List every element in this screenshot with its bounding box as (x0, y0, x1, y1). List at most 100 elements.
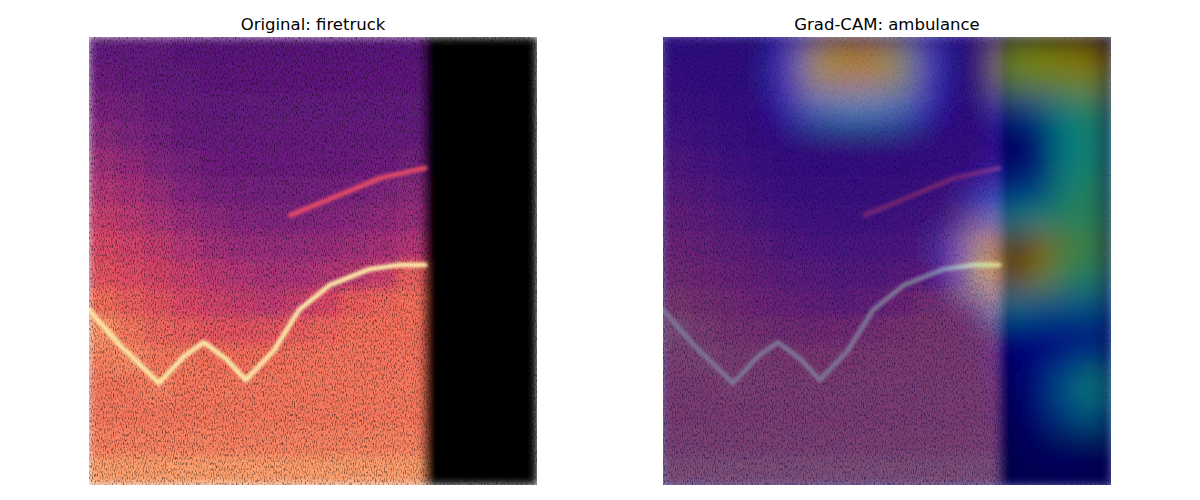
cell (803, 261, 832, 290)
cell (775, 37, 804, 66)
cell (719, 65, 748, 94)
cell (1027, 121, 1056, 150)
cell (915, 373, 944, 402)
cell (915, 65, 944, 94)
cell (915, 317, 944, 346)
cell (859, 149, 888, 178)
cell (887, 401, 916, 430)
cell (691, 261, 720, 290)
cell (803, 37, 832, 66)
cell (831, 177, 860, 206)
cell (691, 177, 720, 206)
cell (1055, 345, 1084, 374)
cell (691, 93, 720, 122)
cell (859, 429, 888, 458)
cell (663, 149, 692, 178)
cell (831, 93, 860, 122)
panel (89, 37, 538, 486)
cell (691, 373, 720, 402)
cell (915, 345, 944, 374)
cell (719, 37, 748, 66)
cell (1027, 37, 1056, 66)
cell (747, 121, 776, 150)
cell (803, 289, 832, 318)
cell (915, 345, 944, 374)
cell (915, 261, 944, 290)
cell (859, 205, 888, 234)
cell (943, 317, 972, 346)
cell (775, 37, 804, 66)
cell (831, 345, 860, 374)
cell (691, 233, 720, 262)
cell (1083, 177, 1112, 206)
cell (1083, 65, 1112, 94)
cell (1027, 65, 1056, 94)
cell (719, 233, 748, 262)
cell (775, 345, 804, 374)
cell (999, 93, 1028, 122)
cell (859, 289, 888, 318)
cell (691, 345, 720, 374)
cell (971, 177, 1000, 206)
cell (943, 65, 972, 94)
cell (831, 233, 860, 262)
cell (747, 317, 776, 346)
cell (831, 429, 860, 458)
cell (971, 205, 1000, 234)
cell (663, 401, 692, 430)
cell (915, 121, 944, 150)
cell (747, 65, 776, 94)
cell (719, 261, 748, 290)
cell (775, 261, 804, 290)
cell (1027, 93, 1056, 122)
cell (999, 401, 1028, 430)
cell (915, 289, 944, 318)
cell (1083, 345, 1112, 374)
cell (971, 289, 1000, 318)
cell (1055, 429, 1084, 458)
cell (775, 401, 804, 430)
cell (775, 233, 804, 262)
cell (1027, 205, 1056, 234)
cell (663, 457, 692, 486)
cell (747, 233, 776, 262)
cell (1027, 317, 1056, 346)
cell (663, 345, 692, 374)
cell (971, 457, 1000, 486)
cell (663, 457, 692, 486)
cell (971, 429, 1000, 458)
cell (691, 149, 720, 178)
cell (719, 121, 748, 150)
cell (663, 65, 692, 94)
cell (803, 121, 832, 150)
cell (859, 261, 888, 290)
cell (1083, 205, 1112, 234)
cell (971, 261, 1000, 290)
cell (971, 345, 1000, 374)
cell (691, 37, 720, 66)
cell (1055, 457, 1084, 486)
cell (831, 65, 860, 94)
cell (859, 93, 888, 122)
cell (803, 177, 832, 206)
cell (1027, 233, 1056, 262)
cell (943, 149, 972, 178)
cell (1055, 149, 1084, 178)
cell (803, 37, 832, 66)
cell (999, 149, 1028, 178)
cell (803, 233, 832, 262)
cell (719, 37, 748, 66)
cell (971, 401, 1000, 430)
cell (747, 317, 776, 346)
cell (803, 317, 832, 346)
cell (1027, 261, 1056, 290)
cell (859, 289, 888, 318)
cell (943, 37, 972, 66)
cell (887, 317, 916, 346)
cell (803, 429, 832, 458)
cell (971, 289, 1000, 318)
cell (1083, 233, 1112, 262)
cell (971, 233, 1000, 262)
frequency-track (291, 168, 425, 215)
cell (999, 149, 1028, 178)
